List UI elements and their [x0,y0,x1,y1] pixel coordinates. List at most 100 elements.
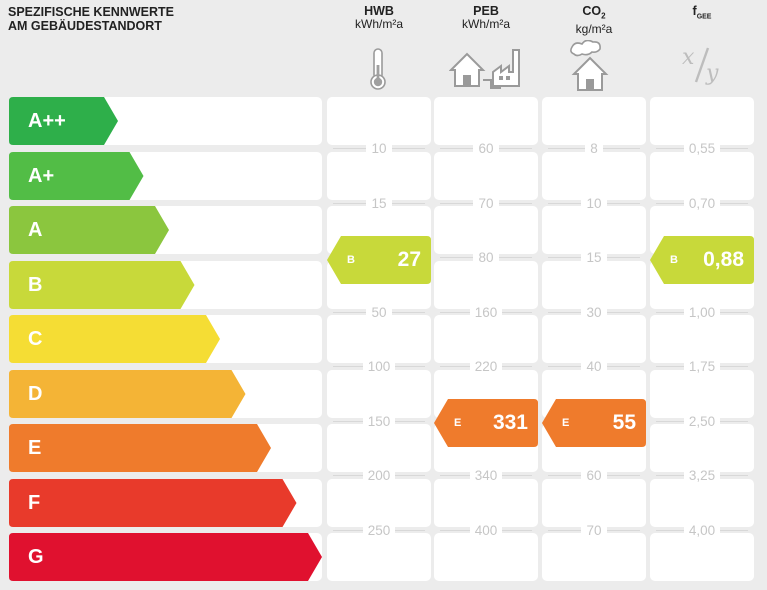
threshold-label-co2: 30 [542,304,646,320]
column-cell-fgee [650,478,754,527]
thermometer-icon [370,48,386,90]
value-indicator-shape [542,399,646,447]
svg-text:y: y [705,61,719,86]
value-indicator-value: 0,88 [703,247,744,271]
column-cell-peb [434,315,538,363]
value-indicator-value: 331 [492,411,528,434]
column-cell-peb [434,151,538,200]
class-bar-label: A+ [28,164,55,187]
threshold-label-co2: 70 [542,522,646,538]
value-indicator-value: 27 [397,247,421,271]
threshold-label-co2: 10 [542,195,646,211]
value-indicator-class: B [347,253,355,266]
threshold-label-hwb: 15 [327,195,431,211]
threshold-label-fgee: 4,00 [650,522,754,538]
class-bar-shape [9,533,322,581]
value-indicator-class: B [670,253,678,266]
column-header-fgee: fGEE [650,5,754,24]
class-bar: E [9,424,271,472]
column-cell-hwb [327,97,431,145]
chart-title-line1: SPEZIFISCHE KENNWERTE [8,5,174,19]
threshold-label-peb: 160 [434,304,538,320]
class-bar: A [9,206,169,254]
class-bar-shape [9,260,195,309]
threshold-label-co2: 40 [542,359,646,375]
column-cell-peb [434,260,538,309]
value-indicator-shape [650,235,754,284]
class-bar-label: C [28,328,43,350]
column-cell-hwb [327,478,431,527]
class-bar-shape [9,478,297,527]
column-unit-peb: kWh/m²a [462,17,510,31]
column-unit-hwb: kWh/m²a [355,17,403,31]
value-indicator-shape [434,399,538,447]
threshold-label-fgee: 1,75 [650,359,754,375]
column-cell-hwb [327,369,431,418]
column-cell-peb [434,206,538,254]
column-cell-co2 [542,206,646,254]
column-label-peb: PEB [473,4,499,18]
value-indicator-value: 55 [612,411,636,434]
class-bar-label: G [28,546,44,568]
threshold-label-hwb: 150 [327,413,431,429]
column-cell-fgee [650,97,754,145]
column-cell-co2 [542,260,646,309]
column-cell-fgee [650,151,754,200]
class-bar: G [9,533,322,581]
value-indicator-peb: E 331 [434,399,538,447]
threshold-label-hwb: 50 [327,304,431,320]
class-bar: D [9,369,246,418]
class-bar-label: D [28,382,43,405]
threshold-label-fgee: 0,55 [650,141,754,157]
threshold-label-hwb: 100 [327,359,431,375]
class-bar: A+ [9,151,144,200]
threshold-label-hwb: 250 [327,522,431,538]
value-indicator-shape [327,235,431,284]
threshold-label-peb: 340 [434,468,538,484]
class-bar-label: B [28,273,43,296]
column-cell-fgee [650,315,754,363]
class-bar-label: E [28,437,42,459]
threshold-label-hwb: 200 [327,468,431,484]
class-bar-label: A [28,219,43,241]
house-factory-icon [449,49,520,89]
column-label-co2: CO2 [582,4,606,21]
threshold-label-peb: 70 [434,195,538,211]
column-label-hwb: HWB [364,4,394,18]
column-cell-co2 [542,533,646,581]
column-cell-peb [434,478,538,527]
class-bar-shape [9,424,271,472]
threshold-label-peb: 220 [434,359,538,375]
class-bar: B [9,260,195,309]
class-bar: F [9,478,297,527]
column-cell-hwb [327,533,431,581]
svg-text:x: x [682,45,695,70]
column-header-peb: PEB kWh/m²a [434,5,538,31]
class-bar-shape [9,315,220,363]
threshold-label-co2: 15 [542,250,646,266]
class-bar: A++ [9,97,118,145]
value-indicator-class: E [454,417,462,429]
column-header-hwb: HWB kWh/m²a [327,5,431,31]
column-cell-fgee [650,533,754,581]
class-bar-label: A++ [28,110,66,132]
threshold-label-peb: 60 [434,141,538,157]
column-cell-hwb [327,315,431,363]
column-header-co2: CO2 kg/m²a [542,5,646,36]
column-cell-peb [434,97,538,145]
threshold-label-co2: 60 [542,468,646,484]
class-bar-shape [9,151,144,200]
threshold-label-peb: 400 [434,522,538,538]
threshold-label-hwb: 10 [327,141,431,157]
value-indicator-class: E [562,417,570,429]
class-bar-shape [9,369,246,418]
class-bar-shape [9,206,169,254]
class-bar-label: F [28,491,41,514]
value-indicator-hwb: B 27 [327,235,431,284]
value-indicator-fgee: B 0,88 [650,235,754,284]
column-cell-co2 [542,97,646,145]
column-unit-co2: kg/m²a [575,21,613,36]
threshold-label-fgee: 3,25 [650,468,754,484]
column-cell-co2 [542,315,646,363]
column-cell-fgee [650,424,754,472]
